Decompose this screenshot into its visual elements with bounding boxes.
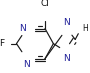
Text: N: N bbox=[63, 54, 70, 63]
Text: N: N bbox=[19, 24, 26, 33]
Text: F: F bbox=[0, 39, 4, 48]
Text: N: N bbox=[63, 18, 70, 27]
Text: H: H bbox=[82, 24, 88, 33]
Text: N: N bbox=[23, 60, 30, 69]
Text: Cl: Cl bbox=[41, 0, 49, 8]
